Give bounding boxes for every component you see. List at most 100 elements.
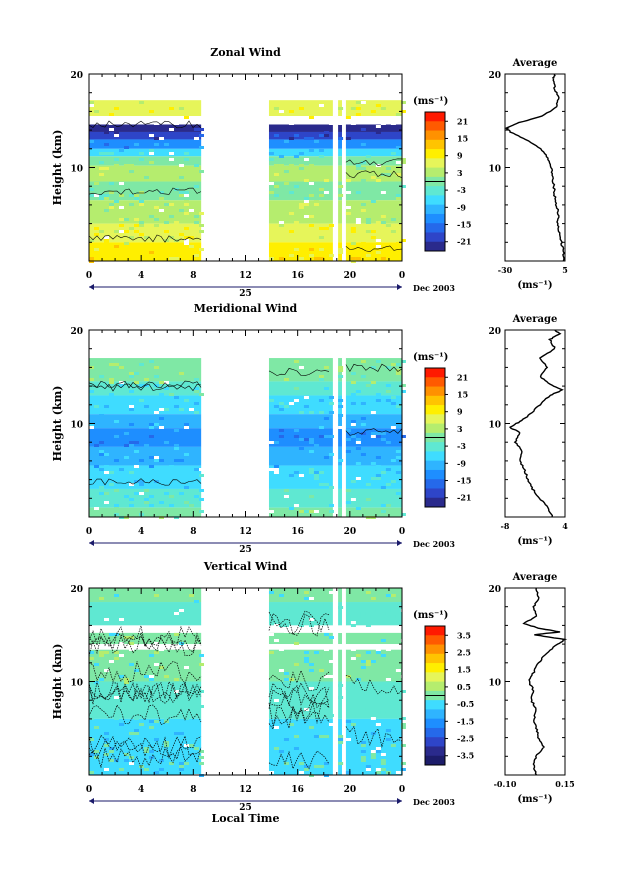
panel-3-texture-cell (303, 651, 309, 654)
panel-1-x-tick-label: 8 (190, 271, 196, 281)
panel-2-colorbar-swatch (425, 395, 445, 406)
panel-1-texture-cell (355, 221, 361, 224)
panel-2-texture-cell (174, 429, 179, 432)
panel-1-texture-cell (119, 149, 124, 152)
panel-1-texture-cell (318, 236, 324, 239)
panel-1-texture-cell (194, 128, 199, 131)
panel-3-texture-cell (104, 714, 109, 717)
panel-3-texture-cell (189, 618, 194, 621)
panel-3-texture-cell (154, 720, 159, 723)
panel-3-band-5-seg-2 (338, 649, 343, 682)
panel-2-band-3-seg-2 (338, 395, 343, 415)
panel-2-texture-cell (360, 417, 366, 420)
panel-3-average-x-tick-label: -0.10 (494, 779, 517, 789)
panel-2-band-8-seg-2 (338, 488, 343, 508)
panel-3-texture-cell (169, 702, 174, 705)
panel-2-texture-cell (144, 489, 149, 492)
panel-2-texture-cell (119, 366, 124, 369)
panel-3-texture-cell (375, 645, 381, 648)
panel-2-x-tick-label: 12 (239, 527, 252, 537)
panel-3-texture-cell (313, 765, 319, 768)
panel-2-title: Meridional Wind (194, 302, 298, 315)
panel-3-texture-cell (323, 762, 329, 765)
panel-2-texture-cell (390, 480, 396, 483)
panel-1-texture-cell (184, 158, 189, 161)
panel-3-texture-cell (134, 669, 139, 672)
panel-3-texture-cell (194, 747, 199, 750)
panel-3-colorbar-tick-label: 1.5 (457, 665, 471, 675)
panel-1-x-tick-label: 4 (138, 271, 144, 281)
panel-3-average-x-tick-label: 0.15 (555, 779, 574, 789)
panel-3-texture-cell (124, 678, 129, 681)
panel-2-texture-cell (89, 423, 94, 426)
panel-1-texture-cell (134, 230, 139, 233)
panel-1-texture-cell (360, 179, 366, 182)
panel-3-texture-cell (278, 708, 284, 711)
panel-2-texture-cell (99, 453, 104, 456)
panel-3-texture-cell (154, 738, 159, 741)
panel-1-texture-cell (355, 164, 361, 167)
panel-1-texture-cell (355, 113, 361, 116)
panel-2-texture-cell (370, 381, 376, 384)
panel-3-texture-cell (199, 762, 204, 765)
panel-3-band-1-seg-0 (89, 602, 202, 626)
panel-1-texture-cell (119, 218, 124, 221)
panel-1-texture-cell (318, 194, 324, 197)
panel-2-texture-cell (350, 435, 356, 438)
panel-3-texture-cell (268, 633, 274, 636)
panel-2-texture-cell (184, 426, 189, 429)
panel-3-texture-cell (395, 771, 401, 774)
panel-2-texture-cell (345, 489, 351, 492)
panel-3-texture-cell (328, 675, 334, 678)
panel-2-texture-cell (308, 450, 314, 453)
panel-2-texture-cell (308, 411, 314, 414)
panel-1-texture-cell (109, 206, 114, 209)
panel-3-texture-cell (380, 696, 386, 699)
panel-1-colorbar-swatch (425, 167, 445, 178)
panel-1-texture-cell (350, 107, 356, 110)
panel-2-texture-cell (318, 471, 324, 474)
panel-3-band-3-seg-0 (89, 632, 202, 645)
panel-2-texture-cell (350, 420, 356, 423)
panel-1-texture-cell (134, 218, 139, 221)
panel-2-texture-cell (298, 447, 304, 450)
panel-3-texture-cell (184, 666, 189, 669)
panel-3-texture-cell (370, 756, 376, 759)
panel-2-texture-cell (385, 399, 391, 402)
panel-2-texture-cell (154, 480, 159, 483)
panel-1-texture-cell (303, 158, 309, 161)
panel-3-contour-line (88, 634, 201, 657)
panel-3-texture-cell (94, 705, 99, 708)
panel-1-texture-cell (400, 158, 406, 161)
panel-3-texture-cell (303, 765, 309, 768)
panel-2-texture-cell (139, 483, 144, 486)
panel-1-texture-cell (313, 200, 319, 203)
panel-1-band-8-seg-0 (89, 165, 202, 182)
panel-2-texture-cell (114, 459, 119, 462)
panel-2-texture-cell (149, 423, 154, 426)
panel-3-texture-cell (385, 738, 391, 741)
panel-1-texture-cell (114, 134, 119, 137)
panel-3-texture-cell (169, 693, 174, 696)
panel-3-texture-cell (385, 594, 391, 597)
panel-3-contour-line (268, 750, 330, 770)
panel-1-colorbar-swatch (425, 158, 445, 169)
panel-1-band-11-seg-1 (268, 223, 333, 243)
panel-3-texture-cell (323, 633, 329, 636)
panel-1-texture-cell (134, 119, 139, 122)
panel-1-texture-cell (149, 152, 154, 155)
panel-3-texture-cell (365, 612, 371, 615)
panel-1-texture-cell (308, 116, 314, 119)
panel-1-texture-cell (350, 227, 356, 230)
panel-1-texture-cell (390, 122, 396, 125)
panel-2-texture-cell (139, 384, 144, 387)
panel-2-texture-cell (149, 426, 154, 429)
panel-2-average-profile-line (509, 329, 564, 518)
panel-2-texture-cell (104, 471, 109, 474)
panel-2-texture-cell (194, 495, 199, 498)
panel-1-texture-cell (308, 194, 314, 197)
panel-2-texture-cell (400, 384, 406, 387)
panel-1-texture-cell (199, 170, 204, 173)
panel-1-texture-cell (169, 107, 174, 110)
panel-1-average-profile-line (504, 73, 566, 262)
